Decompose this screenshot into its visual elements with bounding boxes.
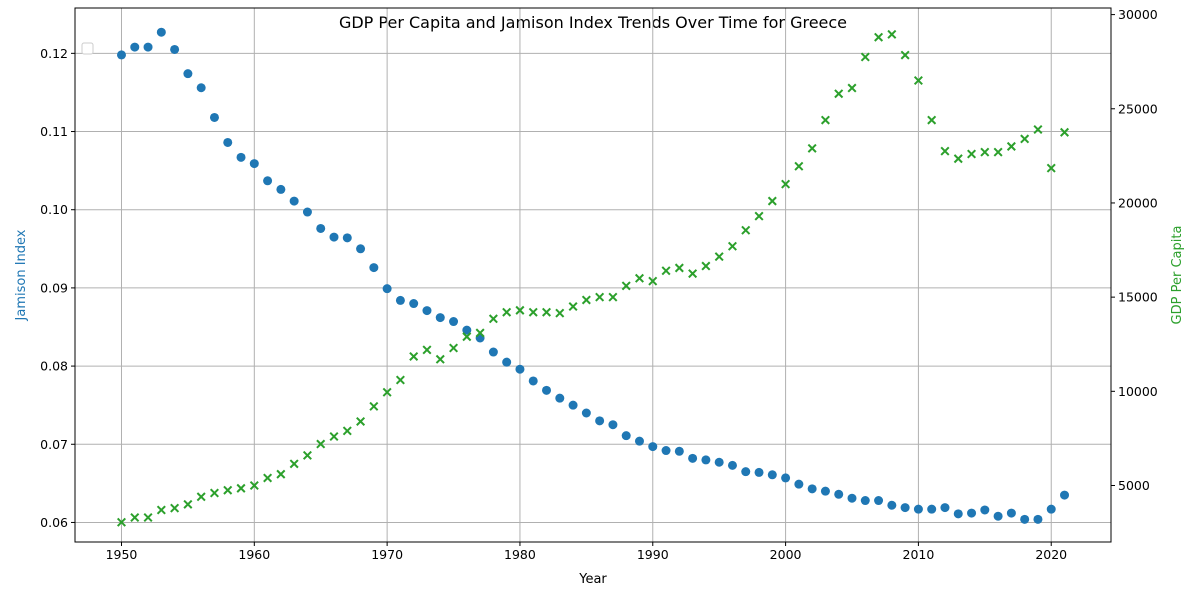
jamison-index-point [197,83,206,92]
jamison-index-point [994,512,1003,521]
left-y-axis-title: Jamison Index [14,229,29,321]
jamison-index-point [781,473,790,482]
jamison-index-point [794,480,803,489]
jamison-index-point [330,233,339,242]
jamison-index-point [502,358,511,367]
jamison-index-point [954,509,963,518]
x-axis-title: Year [578,572,607,587]
jamison-index-point [688,454,697,463]
jamison-index-point [582,408,591,417]
right-y-tick-label: 25000 [1118,101,1158,116]
jamison-index-point [675,447,684,456]
jamison-index-point [489,348,498,357]
left-y-tick-label: 0.12 [40,46,68,61]
jamison-index-point [755,468,764,477]
jamison-index-point [834,490,843,499]
jamison-index-point [715,458,724,467]
jamison-index-point [303,208,312,217]
x-tick-label: 2010 [903,547,935,562]
x-tick-label: 1990 [637,547,669,562]
jamison-index-point [542,386,551,395]
x-tick-label: 1960 [238,547,270,562]
jamison-index-point [130,43,139,52]
jamison-index-point [170,45,179,54]
left-y-tick-label: 0.11 [40,124,68,139]
jamison-index-point [768,470,777,479]
jamison-index-point [383,284,392,293]
jamison-index-point [529,376,538,385]
jamison-index-point [821,487,830,496]
jamison-index-point [1033,515,1042,524]
jamison-index-point [369,263,378,272]
jamison-index-point [728,461,737,470]
jamison-index-point [144,43,153,52]
jamison-index-point [555,394,564,403]
chart-title: GDP Per Capita and Jamison Index Trends … [339,13,847,32]
jamison-index-point [874,496,883,505]
jamison-index-point [290,197,299,206]
jamison-index-point [1047,505,1056,514]
x-tick-label: 1950 [106,547,138,562]
legend-box [82,43,93,54]
left-y-tick-label: 0.08 [40,359,68,374]
x-tick-label: 1970 [371,547,403,562]
left-y-tick-label: 0.07 [40,437,68,452]
left-y-tick-label: 0.06 [40,515,68,530]
jamison-index-point [276,185,285,194]
jamison-index-point [356,244,365,253]
jamison-index-point [210,113,219,122]
jamison-index-point [914,505,923,514]
jamison-index-point [343,233,352,242]
jamison-index-point [436,313,445,322]
jamison-index-point [223,138,232,147]
jamison-index-point [741,467,750,476]
left-y-tick-label: 0.09 [40,280,68,295]
jamison-index-point [409,299,418,308]
jamison-index-point [422,306,431,315]
jamison-index-point [901,503,910,512]
jamison-index-point [396,296,405,305]
jamison-index-point [515,365,524,374]
jamison-index-point [157,28,166,37]
jamison-index-point [1007,509,1016,518]
jamison-index-point [569,401,578,410]
left-y-tick-label: 0.10 [40,202,68,217]
jamison-index-point [263,176,272,185]
jamison-index-point [595,416,604,425]
jamison-index-point [861,496,870,505]
jamison-index-point [701,455,710,464]
x-tick-label: 1980 [504,547,536,562]
jamison-index-point [648,442,657,451]
right-y-axis-title: GDP Per Capita [1170,226,1185,325]
jamison-index-point [1060,491,1069,500]
jamison-index-point [1020,515,1029,524]
jamison-index-point [183,69,192,78]
jamison-index-point [117,50,126,59]
right-y-tick-label: 20000 [1118,195,1158,210]
jamison-index-point [940,503,949,512]
x-tick-label: 2000 [770,547,802,562]
right-y-tick-label: 10000 [1118,384,1158,399]
right-y-tick-label: 5000 [1118,478,1150,493]
jamison-index-point [608,420,617,429]
jamison-index-point [848,494,857,503]
jamison-index-point [808,484,817,493]
x-tick-label: 2020 [1035,547,1067,562]
right-y-tick-label: 30000 [1118,7,1158,22]
jamison-index-point [316,224,325,233]
jamison-index-point [980,505,989,514]
jamison-index-point [927,505,936,514]
jamison-index-point [237,153,246,162]
jamison-index-point [622,431,631,440]
jamison-index-point [250,159,259,168]
jamison-index-point [887,501,896,510]
jamison-index-point [662,446,671,455]
jamison-index-point [967,509,976,518]
jamison-index-point [449,317,458,326]
jamison-index-point [635,437,644,446]
right-y-tick-label: 15000 [1118,290,1158,305]
